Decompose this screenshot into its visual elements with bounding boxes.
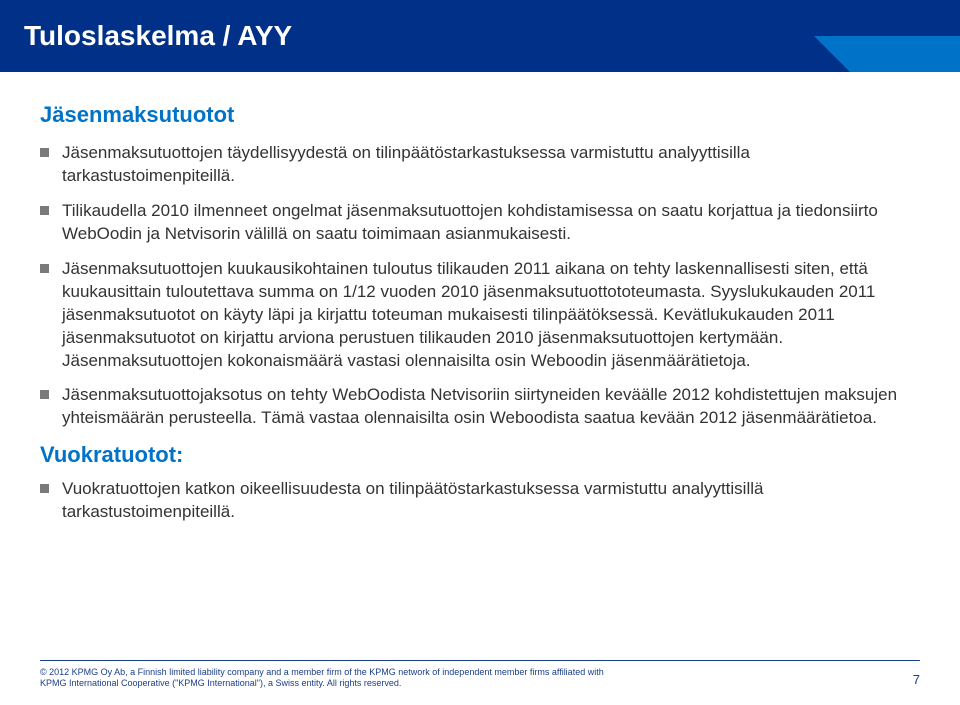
content-area: Jäsenmaksutuotot Jäsenmaksutuottojen täy… — [0, 72, 960, 524]
bullet-item: Jäsenmaksutuottojaksotus on tehty WebOod… — [40, 384, 920, 430]
bullet-item: Vuokratuottojen katkon oikeellisuudesta … — [40, 478, 920, 524]
footer-copyright: © 2012 KPMG Oy Ab, a Finnish limited lia… — [40, 667, 604, 690]
bullet-item: Jäsenmaksutuottojen kuukausikohtainen tu… — [40, 258, 920, 373]
section1-bullets: Jäsenmaksutuottojen täydellisyydestä on … — [40, 142, 920, 430]
footer-row: © 2012 KPMG Oy Ab, a Finnish limited lia… — [40, 667, 920, 690]
section2-heading: Vuokratuotot: — [40, 442, 920, 468]
footer-line1: © 2012 KPMG Oy Ab, a Finnish limited lia… — [40, 667, 604, 677]
footer-line2: KPMG International Cooperative ("KPMG In… — [40, 678, 401, 688]
slide-title: Tuloslaskelma / AYY — [24, 20, 292, 52]
bullet-item: Tilikaudella 2010 ilmenneet ongelmat jäs… — [40, 200, 920, 246]
bullet-item: Jäsenmaksutuottojen täydellisyydestä on … — [40, 142, 920, 188]
section2-bullets: Vuokratuottojen katkon oikeellisuudesta … — [40, 478, 920, 524]
accent-shape — [850, 36, 960, 72]
title-bar: Tuloslaskelma / AYY — [0, 0, 960, 72]
section1-heading: Jäsenmaksutuotot — [40, 102, 920, 128]
page-number: 7 — [913, 672, 920, 689]
footer: © 2012 KPMG Oy Ab, a Finnish limited lia… — [40, 660, 920, 690]
footer-divider — [40, 660, 920, 661]
slide: Tuloslaskelma / AYY Jäsenmaksutuotot Jäs… — [0, 0, 960, 705]
